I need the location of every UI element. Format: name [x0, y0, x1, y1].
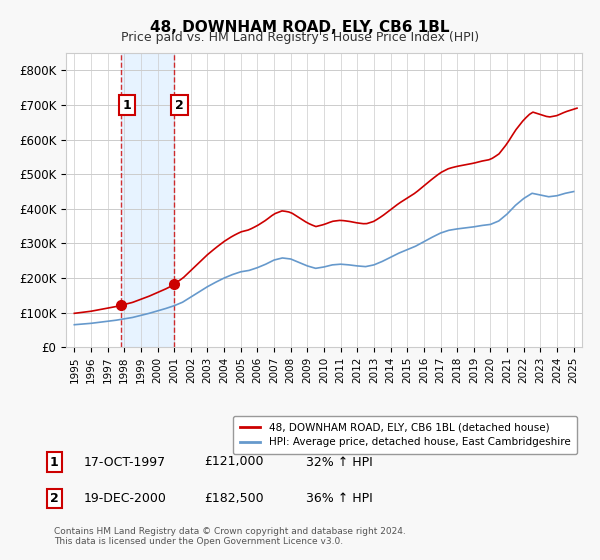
Text: 48, DOWNHAM ROAD, ELY, CB6 1BL: 48, DOWNHAM ROAD, ELY, CB6 1BL [150, 20, 450, 35]
Text: 1: 1 [50, 455, 58, 469]
Text: 36% ↑ HPI: 36% ↑ HPI [306, 492, 373, 505]
Text: 32% ↑ HPI: 32% ↑ HPI [306, 455, 373, 469]
Bar [121, 53, 173, 347]
Text: 1: 1 [122, 99, 131, 111]
Text: £121,000: £121,000 [204, 455, 263, 469]
Text: 17-OCT-1997: 17-OCT-1997 [84, 455, 166, 469]
Text: Contains HM Land Registry data © Crown copyright and database right 2024.
This d: Contains HM Land Registry data © Crown c… [54, 526, 406, 546]
Text: 19-DEC-2000: 19-DEC-2000 [84, 492, 167, 505]
Text: 2: 2 [50, 492, 58, 505]
Legend: 48, DOWNHAM ROAD, ELY, CB6 1BL (detached house), HPI: Average price, detached ho: 48, DOWNHAM ROAD, ELY, CB6 1BL (detached… [233, 416, 577, 454]
Text: £182,500: £182,500 [204, 492, 263, 505]
Text: 2: 2 [175, 99, 184, 111]
Text: Price paid vs. HM Land Registry's House Price Index (HPI): Price paid vs. HM Land Registry's House … [121, 31, 479, 44]
